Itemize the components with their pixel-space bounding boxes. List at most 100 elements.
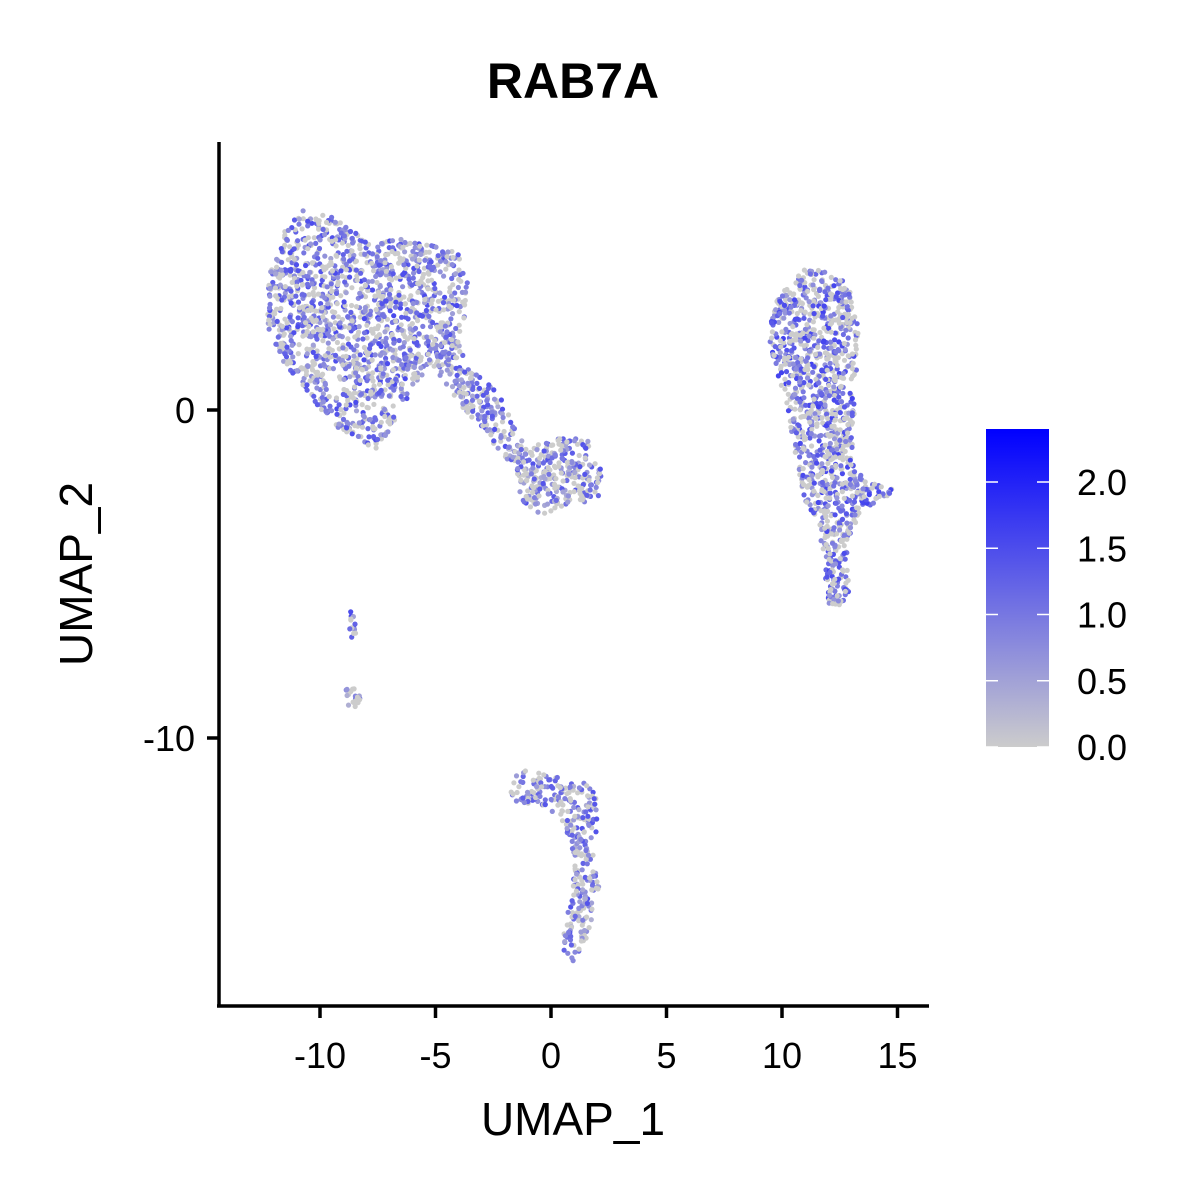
scatter-point: [365, 287, 371, 294]
scatter-point: [448, 293, 455, 299]
scatter-point: [428, 259, 434, 265]
scatter-point: [508, 789, 514, 795]
scatter-point: [453, 325, 459, 332]
scatter-point: [423, 307, 429, 314]
scatter-point: [308, 241, 314, 247]
colorbar-legend: 0.0 0.5 1.0 1.5 2.0: [986, 429, 1127, 768]
scatter-point: [445, 249, 451, 255]
scatter-point: [454, 372, 460, 378]
x-tick-label: 5: [656, 1035, 676, 1076]
scatter-point: [795, 445, 801, 451]
scatter-point: [801, 482, 807, 488]
scatter-point: [495, 404, 501, 410]
scatter-point: [309, 260, 315, 266]
scatter-point: [840, 314, 846, 321]
scatter-point: [834, 446, 840, 452]
scatter-point: [360, 336, 366, 342]
scatter-point: [333, 395, 340, 401]
scatter-point: [380, 293, 386, 299]
scatter-point: [411, 270, 417, 276]
scatter-point: [416, 331, 422, 337]
scatter-point: [495, 445, 501, 451]
scatter-point: [305, 307, 311, 314]
scatter-point: [301, 314, 307, 320]
scatter-point: [806, 299, 812, 305]
scatter-point: [388, 264, 394, 270]
scatter-point: [834, 475, 840, 481]
scatter-point: [352, 384, 358, 390]
scatter-point: [390, 403, 396, 409]
scatter-point: [282, 284, 288, 290]
scatter-point: [410, 248, 416, 254]
scatter-point: [389, 347, 396, 353]
scatter-point: [862, 479, 868, 485]
chart-title: RAB7A: [487, 53, 659, 109]
scatter-point: [328, 281, 334, 287]
scatter-point: [455, 252, 461, 258]
scatter-point: [304, 382, 310, 388]
scatter-point: [378, 419, 384, 425]
scatter-point: [554, 774, 560, 781]
scatter-point: [371, 401, 377, 407]
scatter-point: [400, 257, 406, 263]
scatter-point: [364, 404, 370, 410]
scatter-point: [385, 382, 391, 388]
scatter-point: [827, 440, 833, 447]
scatter-point: [828, 313, 834, 319]
scatter-point: [304, 281, 311, 287]
scatter-point: [378, 366, 384, 372]
scatter-point: [393, 318, 399, 324]
scatter-point: [458, 393, 464, 400]
scatter-point: [364, 335, 370, 341]
scatter-point: [837, 384, 844, 390]
scatter-point: [356, 420, 362, 426]
scatter-point: [479, 408, 485, 414]
scatter-point: [530, 461, 536, 467]
scatter-point: [826, 556, 832, 562]
scatter-point: [558, 470, 564, 476]
scatter-point: [331, 326, 337, 332]
scatter-point: [510, 454, 516, 460]
scatter-point: [291, 246, 297, 252]
scatter-point: [821, 344, 827, 350]
scatter-point: [571, 489, 577, 495]
scatter-point: [773, 360, 779, 366]
scatter-point: [516, 784, 522, 790]
scatter-point: [838, 508, 844, 514]
scatter-point: [793, 441, 799, 448]
scatter-point: [594, 816, 600, 822]
scatter-point: [805, 288, 811, 294]
scatter-point: [357, 352, 363, 358]
scatter-point: [784, 347, 790, 353]
scatter-point: [826, 393, 832, 399]
scatter-point: [843, 438, 849, 445]
scatter-point: [801, 380, 807, 386]
scatter-point: [569, 898, 575, 904]
scatter-point: [811, 488, 817, 494]
scatter-point: [528, 471, 535, 477]
scatter-point: [597, 470, 603, 477]
scatter-point: [283, 354, 290, 360]
scatter-point: [878, 484, 884, 490]
scatter-point: [839, 538, 845, 545]
scatter-point: [792, 392, 798, 398]
scatter-point: [410, 300, 416, 307]
scatter-point: [474, 380, 480, 386]
scatter-point: [787, 338, 793, 344]
scatter-point: [584, 861, 590, 867]
scatter-point: [452, 378, 458, 384]
scatter-point: [469, 397, 476, 403]
scatter-point: [318, 332, 324, 338]
scatter-point: [323, 408, 329, 414]
scatter-point: [485, 402, 491, 408]
scatter-point: [524, 478, 530, 484]
scatter-point: [327, 322, 334, 328]
colorbar-tick-label: 1.0: [1077, 595, 1127, 636]
scatter-point: [785, 408, 792, 414]
scatter-point: [508, 419, 514, 425]
scatter-point: [414, 310, 420, 316]
scatter-point: [462, 297, 468, 304]
scatter-point: [838, 404, 844, 410]
scatter-point: [333, 237, 339, 243]
scatter-point: [804, 322, 810, 328]
